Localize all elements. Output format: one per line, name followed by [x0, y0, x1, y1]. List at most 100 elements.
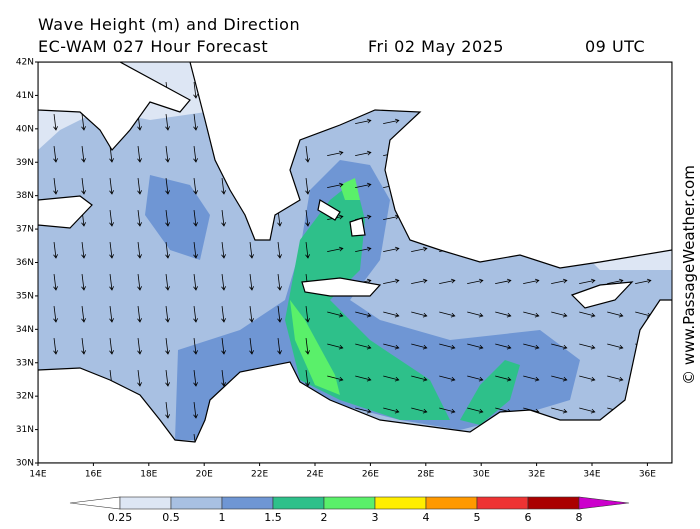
island: [317, 199, 341, 221]
legend-label: 4: [423, 511, 430, 524]
arrow: [109, 146, 114, 163]
arrow: [165, 146, 170, 163]
arrow: [53, 274, 58, 291]
arrow: [523, 278, 540, 284]
arrow: [411, 311, 428, 318]
arrow: [53, 114, 58, 131]
lon-label: 30E: [473, 470, 490, 480]
very-rough-sea: [340, 178, 360, 200]
watermark: © www.PassageWeather.com: [680, 165, 698, 385]
lon-label: 14E: [29, 470, 46, 480]
arrow: [81, 146, 86, 163]
arrow: [165, 274, 170, 291]
legend-swatch: [425, 496, 478, 510]
arrow: [165, 306, 170, 323]
arrow: [411, 246, 428, 252]
lat-label: 35N: [16, 291, 34, 301]
arrow: [327, 246, 344, 252]
arrow: [221, 338, 226, 355]
legend: 0.25 0.5 1 1.5 2 3 4 5 6 8: [69, 496, 630, 524]
arrow: [439, 407, 456, 414]
arrow: [551, 375, 568, 382]
arrow: [193, 402, 198, 419]
legend-swatch: [119, 496, 172, 510]
arrow: [355, 375, 372, 382]
arrow: [327, 150, 344, 156]
arrow: [81, 274, 86, 291]
arrow: [579, 375, 596, 382]
arrow: [193, 210, 198, 227]
arrow: [355, 118, 372, 124]
arrow: [327, 311, 344, 318]
arrow: [327, 343, 344, 350]
lon-label: 32E: [528, 470, 545, 480]
arrow: [277, 274, 282, 291]
arrow: [355, 246, 372, 252]
legend-swatch: [170, 496, 223, 510]
arrow: [467, 278, 484, 284]
arrow: [411, 375, 428, 382]
arrow: [467, 343, 484, 350]
arrow: [439, 343, 456, 350]
legend-label: 0.5: [162, 511, 180, 524]
arrow: [551, 278, 568, 284]
legend-label: 2: [321, 511, 328, 524]
arrow: [165, 338, 170, 355]
arrow: [165, 178, 170, 195]
arrow: [193, 82, 198, 99]
arrow: [137, 210, 142, 227]
arrow: [277, 306, 282, 323]
lon-label: 22E: [251, 470, 268, 480]
arrow: [193, 178, 198, 195]
very-rough-sea: [290, 300, 340, 395]
lon-label: 20E: [196, 470, 213, 480]
arrow: [579, 311, 596, 318]
arrow: [165, 210, 170, 227]
arrow: [411, 407, 428, 414]
arrow: [221, 370, 226, 387]
arrow: [165, 114, 170, 131]
arrow: [327, 375, 344, 382]
moderate-sea: [145, 175, 210, 260]
arrow: [467, 311, 484, 318]
arrow: [327, 182, 344, 188]
arrow: [137, 178, 142, 195]
africa-coast: [38, 299, 672, 463]
arrow: [81, 338, 86, 355]
legend-label: 6: [525, 511, 532, 524]
arrow: [579, 407, 596, 414]
legend-label: 8: [576, 511, 583, 524]
arrow: [137, 370, 142, 387]
arrow: [137, 146, 142, 163]
legend-label: 3: [372, 511, 379, 524]
legend-swatch: [476, 496, 529, 510]
arrow: [551, 311, 568, 318]
arrow: [495, 311, 512, 318]
arrow: [305, 146, 310, 163]
arrow: [607, 343, 624, 350]
arrow: [305, 178, 310, 195]
lat-label: 31N: [16, 425, 34, 435]
arrow: [109, 338, 114, 355]
balkans-turkey: [189, 62, 672, 269]
sicily: [38, 195, 93, 229]
arrow: [355, 150, 372, 156]
arrow: [193, 114, 198, 131]
legend-label: 5: [474, 511, 481, 524]
arrow: [81, 114, 86, 131]
arrow: [495, 375, 512, 382]
land: [38, 62, 672, 463]
arrow: [305, 242, 310, 259]
lon-label: 36E: [639, 470, 656, 480]
arrow: [305, 210, 310, 227]
arrow: [109, 274, 114, 291]
title: Wave Height (m) and Direction: [38, 15, 300, 34]
arrow: [305, 338, 310, 355]
lat-label: 34N: [16, 325, 34, 335]
arrow: [305, 306, 310, 323]
legend-swatch: [323, 496, 376, 510]
arrow: [53, 338, 58, 355]
arrow: [411, 278, 428, 284]
arrow: [439, 311, 456, 318]
